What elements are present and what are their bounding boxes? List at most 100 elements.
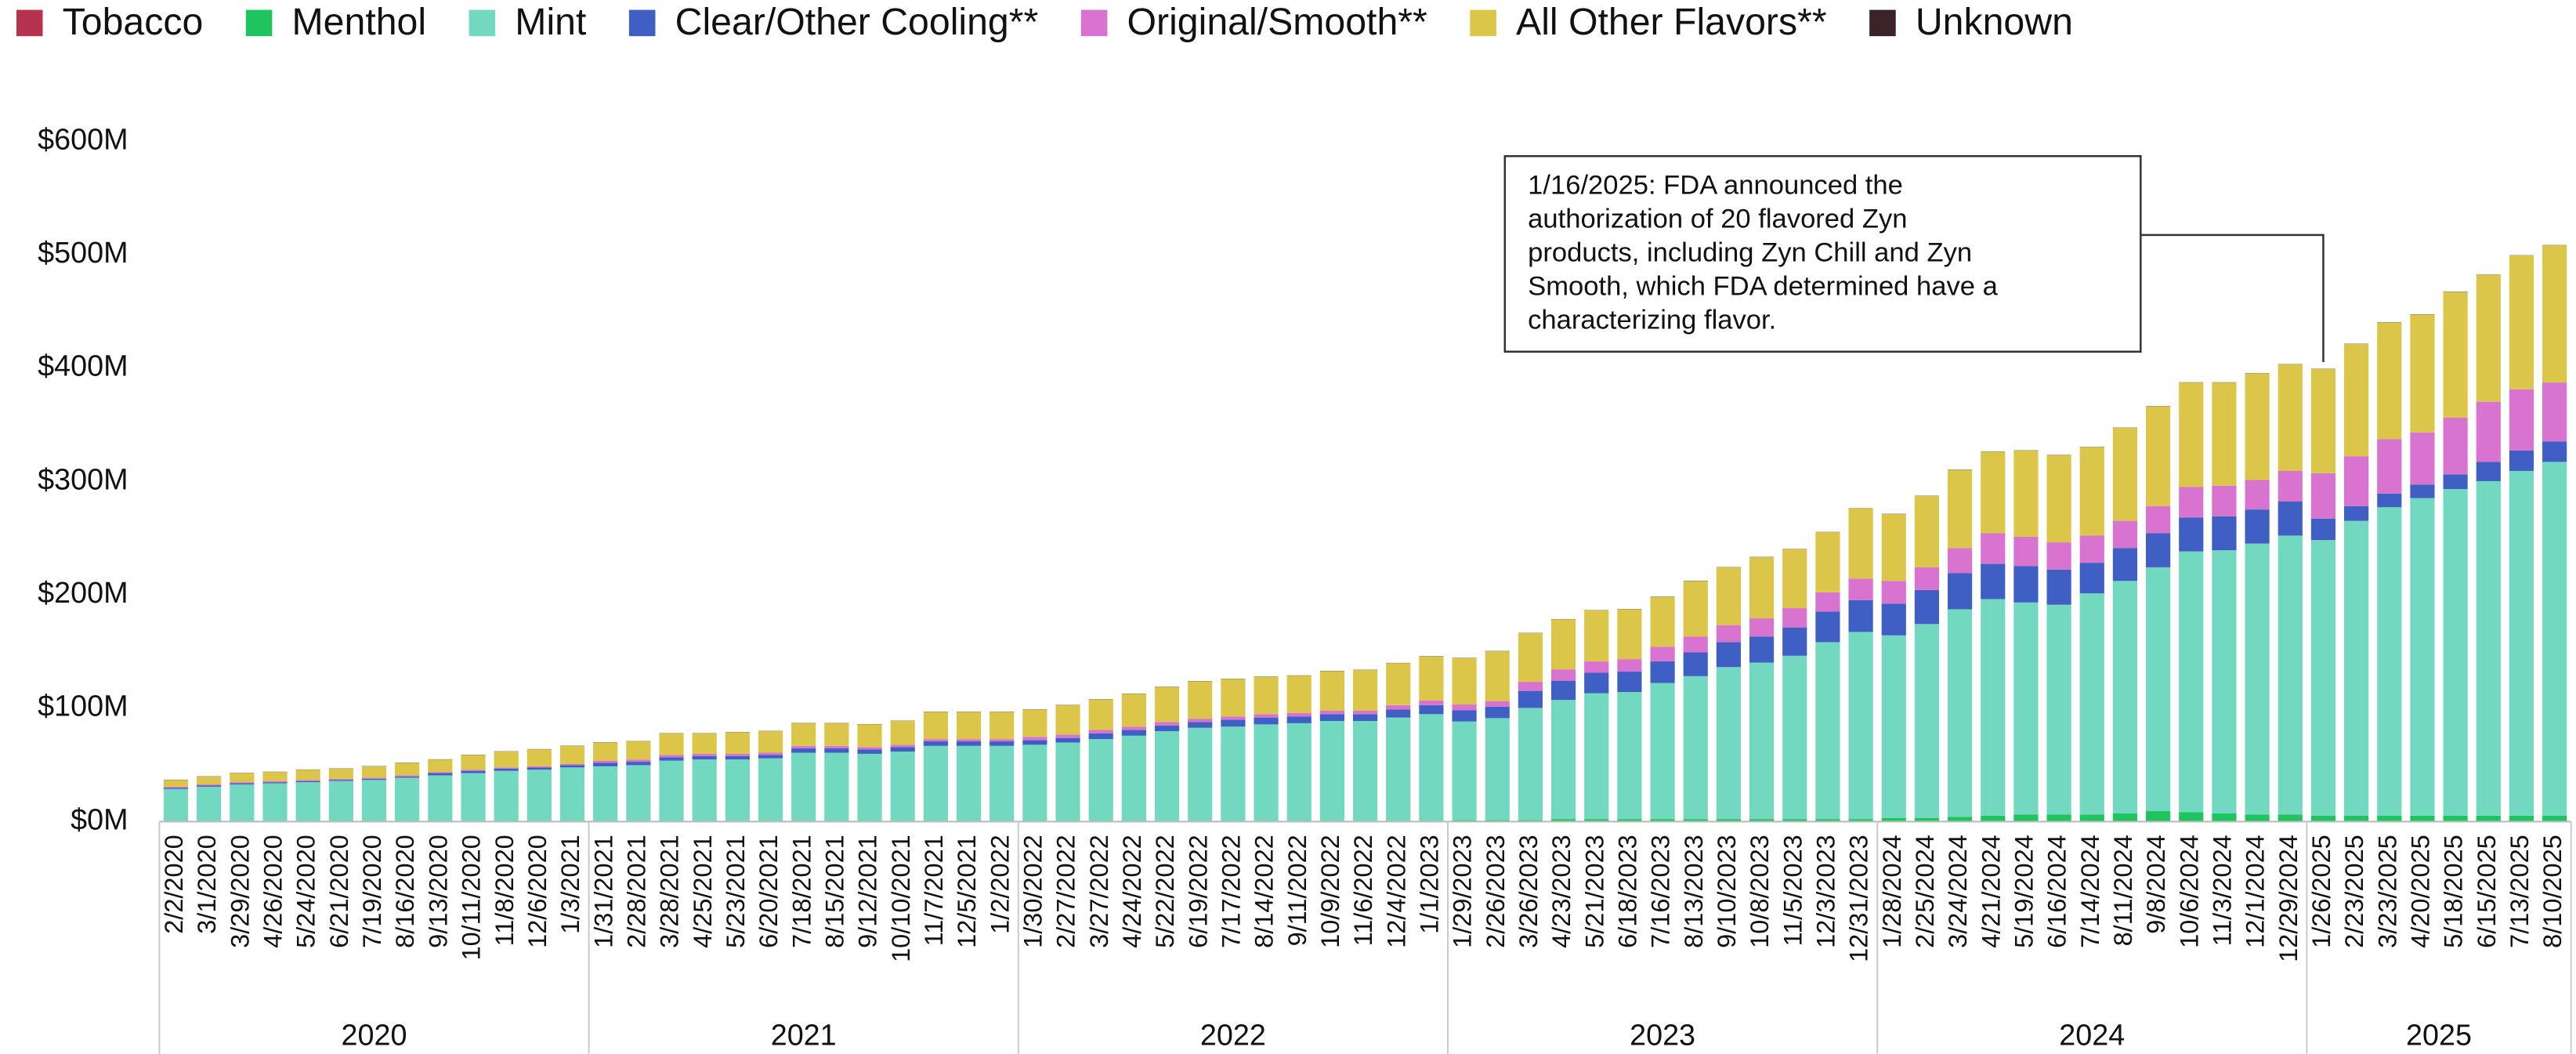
annotation-text: characterizing flavor. (1528, 305, 1776, 335)
bar-segment (857, 724, 882, 748)
bar-segment (1716, 819, 1742, 822)
bar-segment (659, 760, 684, 821)
bar-segment (2509, 389, 2534, 451)
bar-segment (262, 772, 288, 781)
x-tick-label: 10/9/2022 (1316, 835, 1344, 948)
bar-segment (2476, 401, 2501, 462)
bar-segment (2013, 602, 2039, 815)
bar-segment (2212, 516, 2237, 551)
x-tick-label: 8/11/2024 (2109, 835, 2137, 946)
x-tick-label: 3/27/2022 (1085, 835, 1113, 948)
bar-segment (2377, 507, 2402, 816)
legend-swatch (628, 9, 656, 37)
bar-segment (1683, 636, 1708, 653)
bar-segment (824, 748, 849, 753)
bar-segment (2179, 382, 2204, 487)
bar-segment (2476, 462, 2501, 481)
bar-segment (2212, 550, 2237, 813)
x-tick-label: 1/26/2025 (2307, 835, 2335, 948)
bar-segment (990, 745, 1015, 821)
legend-swatch (1080, 9, 1108, 37)
y-tick-label: $100M (38, 690, 128, 723)
bar-segment (725, 732, 750, 754)
x-tick-label: 4/26/2020 (259, 835, 288, 948)
x-tick-label: 3/26/2023 (1514, 835, 1543, 948)
bar-segment (328, 780, 353, 781)
bar-segment (1947, 573, 1973, 610)
bar-segment (791, 752, 816, 821)
x-tick-label: 9/10/2023 (1713, 835, 1741, 948)
bar-segment (395, 762, 420, 776)
bar-segment (1716, 625, 1742, 643)
x-tick-label: 4/25/2021 (689, 835, 717, 948)
x-tick-label: 10/10/2021 (887, 835, 915, 962)
bar-segment (1617, 692, 1642, 820)
bar-segment (559, 763, 585, 766)
bar-segment (1485, 706, 1510, 719)
bar-segment (2212, 813, 2237, 822)
legend-label: Original/Smooth** (1127, 1, 1427, 43)
bar-segment (2509, 815, 2534, 822)
bar-segment (2310, 473, 2336, 519)
x-tick-label: 12/5/2021 (953, 835, 981, 948)
bar-segment (1617, 609, 1642, 660)
bar-segment (1947, 817, 1973, 822)
bar-segment (494, 770, 519, 821)
bar-segment (1815, 592, 1840, 612)
bar-segment (2079, 563, 2104, 594)
bar-segment (1188, 681, 1213, 719)
x-tick-label: 7/13/2025 (2505, 835, 2534, 948)
bar-segment (1121, 694, 1146, 727)
legend-label: Mint (515, 1, 587, 43)
bar-segment (890, 720, 915, 745)
bar-segment (2145, 811, 2171, 822)
bar-segment (1617, 672, 1642, 693)
bar-segment (2542, 441, 2567, 462)
x-tick-label: 8/14/2022 (1250, 835, 1279, 948)
bar-segment (1121, 730, 1146, 736)
bar-segment (692, 733, 717, 754)
x-tick-label: 1/30/2022 (1018, 835, 1047, 948)
bar-segment (1188, 719, 1213, 723)
bar-segment (1947, 609, 1973, 817)
bar-segment (626, 759, 651, 762)
bar-segment (1022, 709, 1047, 737)
bar-segment (1914, 624, 1940, 818)
bar-segment (1584, 610, 1609, 662)
bar-segment (1386, 709, 1411, 718)
bar-segment (1749, 556, 1775, 619)
bar-segment (2476, 815, 2501, 822)
bar-segment (1617, 819, 1642, 822)
bar-segment (1550, 680, 1576, 701)
bar-segment (328, 781, 353, 821)
bar-segment (923, 712, 948, 740)
x-tick-label: 3/28/2021 (656, 835, 684, 948)
x-tick-label: 2/25/2024 (1911, 835, 1939, 948)
bar-segment (725, 755, 750, 760)
bar-segment (1749, 618, 1775, 637)
bar-segment (1617, 659, 1642, 672)
x-tick-label: 4/20/2025 (2407, 835, 2435, 948)
bar-segment (1881, 635, 1906, 818)
y-tick-label: $0M (71, 802, 128, 835)
bar-segment (2112, 520, 2138, 549)
x-tick-label: 5/22/2022 (1151, 835, 1179, 948)
bar-segment (593, 742, 618, 761)
bar-segment (2145, 406, 2171, 506)
bar-segment (791, 745, 816, 748)
bar-segment (990, 741, 1015, 746)
bar-segment (2443, 292, 2468, 418)
bar-segment (1650, 819, 1675, 822)
bar-segment (1221, 719, 1246, 727)
x-tick-label: 12/29/2024 (2274, 835, 2303, 962)
bar-segment (2046, 569, 2071, 605)
bar-segment (1981, 533, 2006, 564)
bar-segment (1154, 686, 1180, 723)
legend-label: Menthol (292, 1, 427, 43)
x-tick-label: 3/1/2020 (193, 835, 221, 934)
x-tick-label: 9/8/2024 (2142, 835, 2170, 934)
bar-segment (1352, 714, 1378, 721)
y-tick-label: $600M (38, 122, 128, 155)
bar-segment (1452, 721, 1477, 820)
bar-segment (428, 759, 453, 773)
